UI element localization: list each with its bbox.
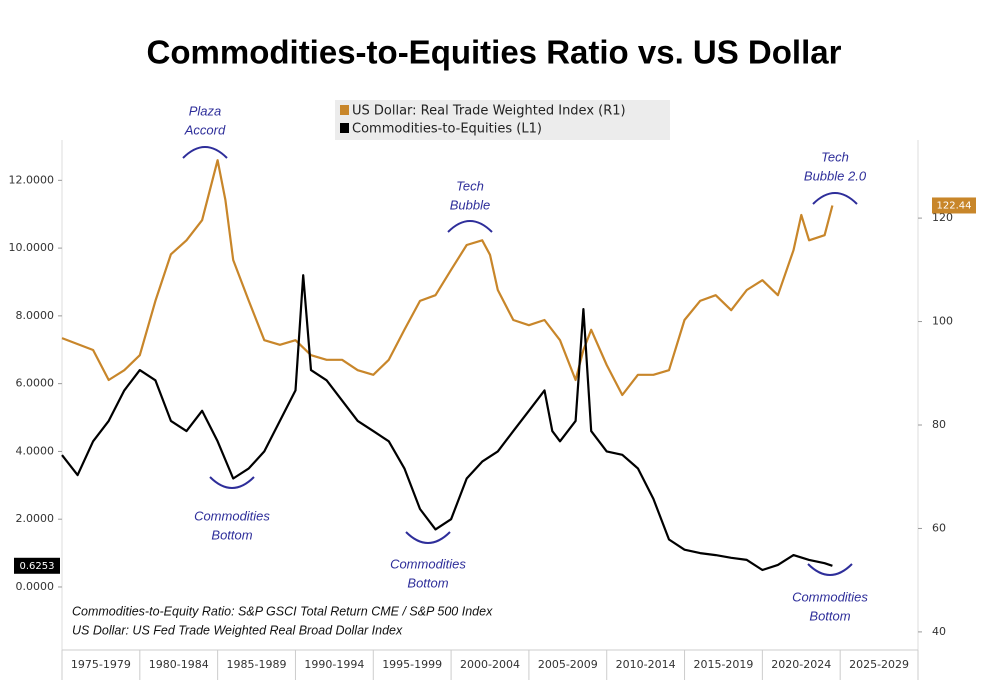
- y-tick-label: 8.0000: [16, 309, 55, 322]
- y-tick-label: 6.0000: [16, 377, 55, 390]
- y2-tick-label: 60: [932, 521, 946, 534]
- footnote: US Dollar: US Fed Trade Weighted Real Br…: [72, 623, 403, 637]
- x-period-label: 2015-2019: [693, 658, 753, 671]
- legend-swatch: [340, 105, 349, 115]
- x-period-label: 2020-2024: [771, 658, 831, 671]
- x-period-label: 1980-1984: [149, 658, 209, 671]
- annotation: Accord: [184, 122, 226, 137]
- y-tick-label: 2.0000: [16, 512, 55, 525]
- annotation: Bubble: [450, 197, 490, 212]
- annotation-arc: [405, 531, 451, 544]
- end-label-box: [932, 197, 976, 214]
- chart-title: Commodities-to-Equities Ratio vs. US Dol…: [147, 34, 842, 71]
- annotation: Tech: [456, 178, 484, 193]
- end-label: 122.44: [937, 200, 972, 211]
- x-period-label: 2025-2029: [849, 658, 909, 671]
- annotation: Tech: [821, 149, 849, 164]
- y2-tick-label: 80: [932, 418, 946, 431]
- footnote: Commodities-to-Equity Ratio: S&P GSCI To…: [72, 604, 493, 618]
- series-line: [61, 159, 834, 397]
- annotation: Bubble 2.0: [804, 168, 867, 183]
- annotation-arc: [812, 192, 858, 205]
- annotation-arc: [807, 563, 853, 576]
- annotation: Bottom: [407, 575, 448, 590]
- y-tick-label: 10.0000: [9, 241, 55, 254]
- x-period-label: 2005-2009: [538, 658, 598, 671]
- end-label-box: [14, 557, 60, 574]
- annotation-arc: [182, 146, 228, 159]
- y-tick-label: 12.0000: [9, 173, 55, 186]
- y-tick-label: 0.0000: [16, 580, 55, 593]
- y2-tick-label: 100: [932, 315, 953, 328]
- annotation: Commodities: [194, 508, 270, 523]
- annotation-arc: [447, 220, 493, 233]
- annotation: Commodities: [792, 589, 868, 604]
- series-line: [61, 274, 833, 572]
- legend-swatch: [340, 123, 349, 133]
- y-tick-label: 4.0000: [16, 444, 55, 457]
- annotation: Plaza: [189, 103, 222, 118]
- y2-tick-label: 120: [932, 211, 953, 224]
- end-label: 0.6253: [20, 561, 55, 572]
- x-period-label: 2000-2004: [460, 658, 520, 671]
- x-period-label: 2010-2014: [616, 658, 676, 671]
- x-period-label: 1975-1979: [71, 658, 131, 671]
- annotation: Commodities: [390, 556, 466, 571]
- legend-label: Commodities-to-Equities (L1): [352, 122, 542, 137]
- legend-box: [335, 100, 670, 140]
- annotation: Bottom: [809, 608, 850, 623]
- x-period-label: 1995-1999: [382, 658, 442, 671]
- annotation-arc: [209, 476, 255, 489]
- y2-tick-label: 40: [932, 625, 946, 638]
- annotation: Bottom: [211, 527, 252, 542]
- legend-label: US Dollar: Real Trade Weighted Index (R1…: [352, 104, 626, 119]
- x-period-label: 1990-1994: [304, 658, 364, 671]
- x-period-label: 1985-1989: [227, 658, 287, 671]
